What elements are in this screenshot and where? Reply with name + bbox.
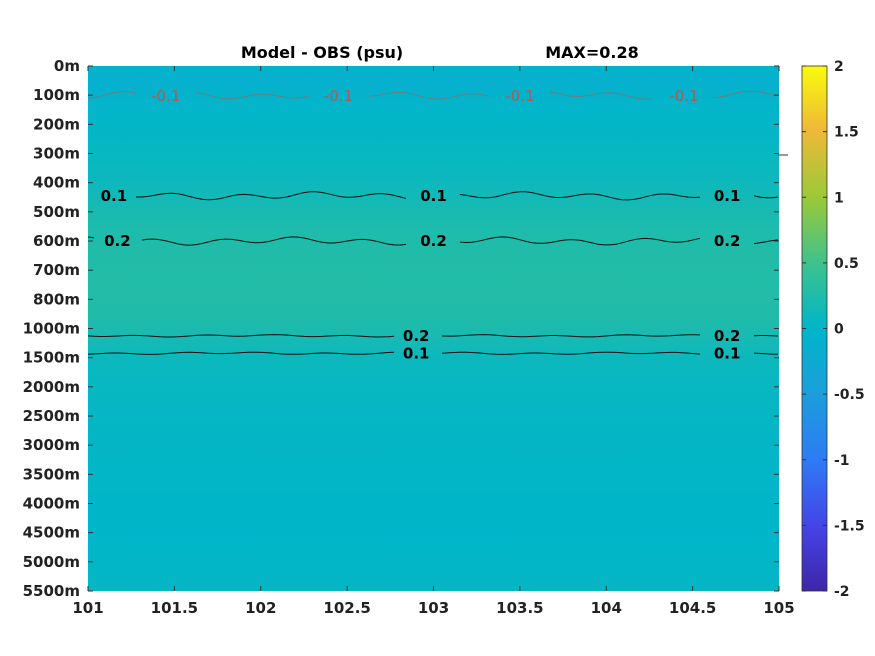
contour-label: 0.1 bbox=[714, 344, 741, 362]
contour-label: 0.1 bbox=[403, 344, 430, 362]
contour-lines bbox=[87, 90, 779, 355]
contour-label: 0.2 bbox=[714, 232, 741, 250]
contour-label: 0.2 bbox=[420, 232, 447, 250]
contour-line bbox=[195, 91, 311, 100]
contour-line bbox=[369, 91, 491, 100]
contour-line bbox=[753, 352, 779, 355]
surface-patch bbox=[286, 66, 402, 85]
contour-label: 0.2 bbox=[714, 327, 741, 345]
contour-line bbox=[459, 191, 701, 201]
contour-line bbox=[87, 334, 395, 338]
contour-line bbox=[87, 91, 137, 99]
contour-line bbox=[141, 236, 407, 246]
contour-line bbox=[87, 236, 95, 239]
contour-label: -0.1 bbox=[669, 87, 698, 105]
contour-line bbox=[87, 351, 395, 355]
y-tick-label: 400m bbox=[33, 174, 80, 192]
x-tick-label: 102 bbox=[245, 599, 276, 617]
heatmap-field bbox=[88, 66, 779, 591]
y-tick-label: 800m bbox=[33, 290, 80, 308]
y-tick-label: 700m bbox=[33, 261, 80, 279]
contour-line bbox=[136, 191, 407, 201]
contour-label: 0.2 bbox=[104, 232, 131, 250]
colorbar bbox=[802, 66, 827, 591]
y-axis: 0m 100m 200m 300m 400m 500m 600m 700m 800m 1000m 1… bbox=[23, 57, 788, 600]
colorbar-tick-label: 2 bbox=[834, 59, 844, 75]
contour-label: -0.1 bbox=[324, 87, 353, 105]
x-tick-label: 105 bbox=[763, 599, 794, 617]
y-tick-label: 500m bbox=[33, 203, 80, 221]
colorbar-tick-label: 1 bbox=[834, 190, 844, 206]
contour-label: 0.1 bbox=[101, 187, 128, 205]
colorbar-tick-label: -2 bbox=[834, 584, 850, 600]
colorbar-tick-label: -0.5 bbox=[834, 387, 865, 403]
colorbar-tick-label: -1.5 bbox=[834, 518, 865, 534]
contour-line bbox=[753, 335, 779, 337]
x-axis: 101 101.5 102 102.5 103 103.5 104 104.5 105 bbox=[72, 66, 795, 617]
colorbar-ticks: 2 1.5 1 0.5 0 -0.5 -1 -1.5 -2 bbox=[802, 59, 865, 600]
x-tick-label: 103.5 bbox=[496, 599, 543, 617]
y-tick-label: 1000m bbox=[23, 320, 80, 338]
y-tick-label: 4500m bbox=[23, 524, 80, 542]
y-tick-label: 1500m bbox=[23, 349, 80, 367]
contour-line bbox=[549, 91, 653, 100]
colorbar-tick-label: 0 bbox=[834, 322, 844, 338]
colorbar-tick-label: -1 bbox=[834, 453, 850, 469]
y-tick-label: 100m bbox=[33, 86, 80, 104]
x-tick-label: 101.5 bbox=[151, 599, 198, 617]
y-tick-label: 3500m bbox=[23, 465, 80, 483]
x-tick-label: 103 bbox=[418, 599, 449, 617]
contour-label: 0.1 bbox=[714, 187, 741, 205]
surface-patch bbox=[468, 66, 584, 85]
contour-line bbox=[753, 195, 779, 199]
contour-label: -0.1 bbox=[151, 87, 180, 105]
x-tick-label: 104 bbox=[591, 599, 622, 617]
y-tick-label: 300m bbox=[33, 145, 80, 163]
y-tick-label: 5500m bbox=[23, 582, 80, 600]
contour-labels: -0.1 -0.1 -0.1 -0.10.1 0.1 0.10.2 0.2 0.20.2 0.2… bbox=[101, 87, 741, 362]
colorbar-tick-label: 1.5 bbox=[834, 125, 859, 141]
y-tick-label: 0m bbox=[54, 57, 80, 75]
contour-line bbox=[711, 90, 779, 98]
contour-label: 0.1 bbox=[420, 187, 447, 205]
surface-patch bbox=[631, 66, 747, 85]
y-tick-label: 2500m bbox=[23, 407, 80, 425]
y-tick-label: 5000m bbox=[23, 553, 80, 571]
contour-line bbox=[459, 236, 701, 246]
y-tick-label: 2000m bbox=[23, 378, 80, 396]
contour-line bbox=[441, 334, 701, 338]
y-tick-label: 600m bbox=[33, 232, 80, 250]
y-tick-label: 4000m bbox=[23, 495, 80, 513]
x-tick-label: 104.5 bbox=[669, 599, 716, 617]
contour-label: 0.2 bbox=[403, 327, 430, 345]
contour-line bbox=[441, 351, 701, 355]
contour-label: -0.1 bbox=[505, 87, 534, 105]
x-tick-label: 102.5 bbox=[323, 599, 370, 617]
y-tick-label: 3000m bbox=[23, 436, 80, 454]
x-tick-label: 101 bbox=[72, 599, 103, 617]
colorbar-tick-label: 0.5 bbox=[834, 256, 859, 272]
contour-line bbox=[753, 239, 779, 245]
surface-undulations bbox=[123, 66, 747, 85]
chart-subtitle: MAX=0.28 bbox=[545, 43, 639, 62]
y-tick-label: 200m bbox=[33, 115, 80, 133]
chart-title: Model - OBS (psu) bbox=[241, 43, 403, 62]
surface-patch bbox=[123, 66, 239, 85]
